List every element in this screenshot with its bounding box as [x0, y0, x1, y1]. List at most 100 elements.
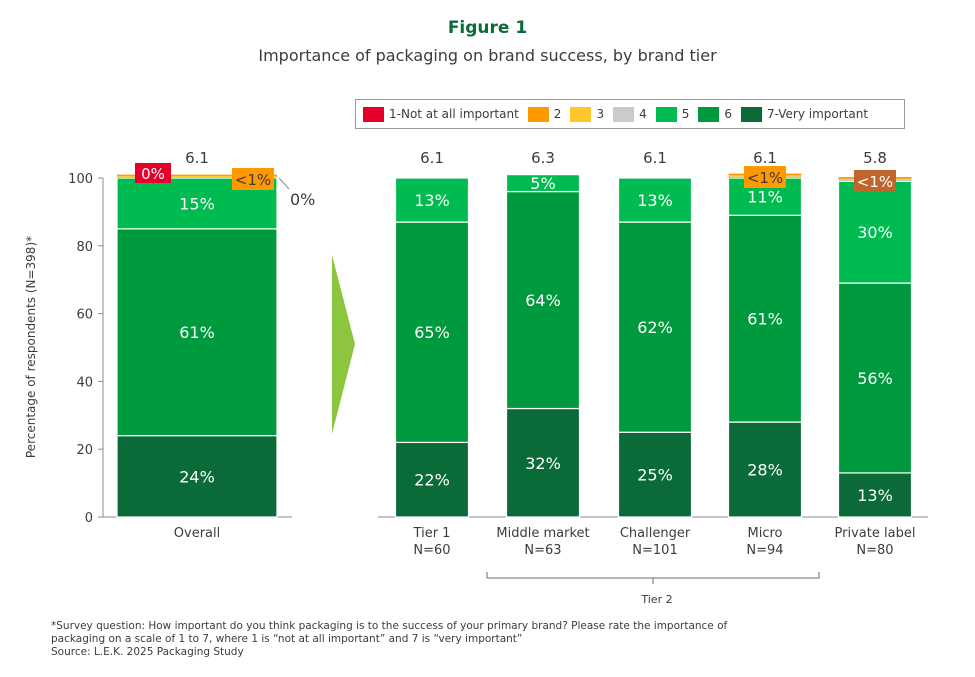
chart-title: Importance of packaging on brand success… [258, 46, 717, 65]
x-tick-sublabel: N=80 [856, 543, 893, 558]
outside-zero-label: 0% [290, 190, 315, 209]
legend-item-2: 2 [527, 106, 562, 122]
data-label: 24% [179, 467, 215, 486]
bar-segment [116, 228, 278, 437]
x-tick-sublabel: N=101 [632, 543, 677, 558]
data-label: 13% [857, 486, 893, 505]
bar-segment [727, 421, 803, 518]
bar-segment [117, 174, 277, 176]
legend-item-6: 6 [698, 106, 732, 122]
small-share-badge [232, 168, 274, 190]
bar-segment [837, 180, 913, 284]
data-label: 13% [637, 191, 673, 210]
data-label: 64% [525, 291, 561, 310]
legend-item-1: 1-Not at all important [363, 106, 519, 122]
x-tick-label: Overall [174, 526, 220, 541]
tier-2-bracket [486, 572, 820, 579]
y-tick-label: 0 [85, 511, 93, 526]
x-tick-label: Micro [748, 526, 783, 541]
callout-leader-line [278, 177, 290, 190]
tier-2-label: Tier 2 [640, 593, 672, 606]
y-axis-label: Percentage of respondents (N=398)* [24, 236, 38, 458]
mean-score-label: 6.1 [643, 149, 667, 167]
bar-segment [505, 174, 581, 193]
legend-swatch-6 [698, 106, 720, 122]
legend-swatch-1 [363, 106, 384, 122]
small-share-badge [854, 170, 896, 192]
legend-item-7: 7-Very important [741, 106, 869, 122]
bar-segment [837, 282, 913, 474]
x-tick-label: Challenger [620, 526, 691, 541]
bar-segment [617, 177, 693, 223]
bar-segment [505, 190, 581, 410]
bar-segment [117, 175, 277, 177]
data-label: 13% [414, 191, 450, 210]
mean-score-label: 6.1 [753, 149, 777, 167]
footnote-line-2: packaging on a scale of 1 to 7, where 1 … [51, 633, 523, 645]
bar-segment [117, 176, 277, 178]
data-label: 5% [530, 174, 555, 193]
legend-label-2: 2 [553, 107, 562, 121]
bar-segment [727, 214, 803, 423]
figure-label: Figure 1 [447, 18, 528, 38]
small-share-label: <1% [857, 173, 893, 191]
bar-segment [617, 221, 693, 433]
bar-segment [116, 435, 278, 518]
y-tick-label: 40 [76, 375, 93, 390]
x-tick-sublabel: N=60 [413, 543, 450, 558]
y-tick-label: 60 [76, 308, 93, 323]
legend-item-3: 3 [570, 106, 605, 122]
legend-label-1: 1-Not at all important [389, 107, 519, 121]
small-share-badge [744, 166, 786, 188]
small-share-label: <1% [747, 169, 783, 187]
data-label: 61% [747, 310, 783, 329]
bar-segment [617, 431, 693, 518]
transition-arrow [332, 255, 355, 434]
x-tick-sublabel: N=63 [524, 543, 561, 558]
small-share-label: <1% [235, 171, 271, 189]
legend-swatch-7 [741, 106, 762, 122]
footnote: *Survey question: How important do you t… [51, 620, 951, 659]
chart-legend: 1-Not at all important 2 3 4 5 6 7-Very … [355, 99, 905, 129]
x-tick-label: Middle market [496, 526, 589, 541]
legend-swatch-4 [613, 106, 635, 122]
data-label: 56% [857, 369, 893, 388]
mean-score-label: 5.8 [863, 149, 887, 167]
legend-label-3: 3 [596, 107, 605, 121]
legend-item-5: 5 [655, 106, 690, 122]
data-label: 25% [637, 466, 673, 485]
data-label: 32% [525, 454, 561, 473]
x-tick-sublabel: N=94 [746, 543, 783, 558]
bar-segment [394, 177, 470, 223]
legend-label-6: 6 [724, 107, 732, 121]
legend-swatch-5 [655, 106, 677, 122]
data-label: 28% [747, 461, 783, 480]
data-label: 15% [179, 194, 215, 213]
y-tick-label: 20 [76, 443, 93, 458]
legend-label-5: 5 [681, 107, 690, 121]
x-tick-label: Tier 1 [413, 526, 451, 541]
data-label: 22% [414, 471, 450, 490]
data-label: 62% [637, 318, 673, 337]
bar-segment [394, 221, 470, 444]
legend-swatch-2 [527, 106, 549, 122]
data-label: 61% [179, 323, 215, 342]
legend-label-7: 7-Very important [767, 107, 869, 121]
mean-score-label: 6.1 [185, 149, 209, 167]
x-tick-label: Private label [835, 526, 916, 541]
footnote-line-3: Source: L.E.K. 2025 Packaging Study [51, 646, 244, 658]
data-label: 30% [857, 223, 893, 242]
footnote-line-1: *Survey question: How important do you t… [51, 620, 728, 632]
data-label: 11% [747, 188, 783, 207]
y-tick-label: 100 [68, 172, 93, 187]
y-tick-label: 80 [76, 240, 93, 255]
mean-score-label: 6.3 [531, 149, 555, 167]
legend-label-4: 4 [639, 107, 647, 121]
legend-item-4: 4 [613, 106, 647, 122]
legend-swatch-3 [570, 106, 592, 122]
bar-segment [394, 441, 470, 518]
zero-share-label: 0% [141, 165, 165, 183]
zero-share-badge [135, 163, 171, 183]
data-label: 65% [414, 323, 450, 342]
